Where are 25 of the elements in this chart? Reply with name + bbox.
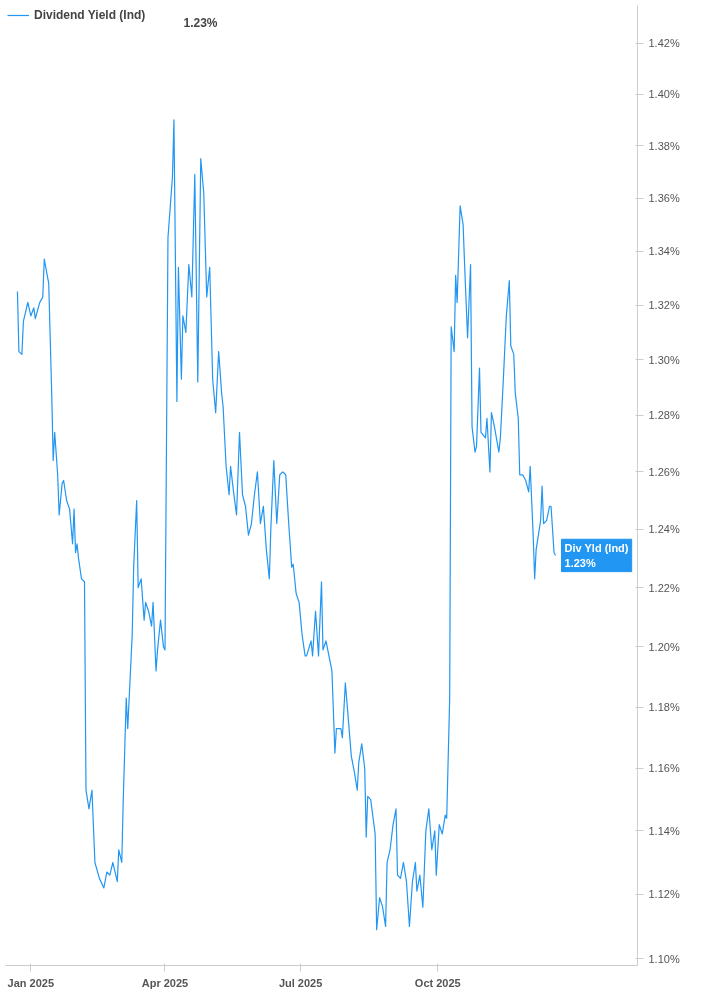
y-tick-label: 1.42% [648, 37, 680, 50]
y-tick-label: 1.16% [648, 762, 680, 775]
annotation: 1.23% [183, 15, 218, 30]
x-tick-label: Oct 2025 [414, 976, 461, 989]
x-tick-label: Apr 2025 [141, 976, 189, 989]
line-series [16, 119, 557, 931]
y-tick-label: 1.12% [648, 888, 680, 901]
y-tick-label: 1.10% [648, 952, 680, 965]
y-tick-label: 1.30% [648, 353, 680, 366]
y-tick-label: 1.40% [648, 88, 680, 101]
y-tick-label: 1.24% [648, 523, 680, 536]
y-tick-label: 1.38% [648, 139, 680, 152]
y-tick-label: 1.34% [648, 245, 680, 258]
y-tick-label: 1.32% [648, 299, 680, 312]
y-tick-label: 1.18% [648, 701, 680, 714]
y-tick-label: 1.20% [648, 640, 680, 653]
x-tick-label: Jan 2025 [7, 976, 55, 989]
y-tick-label: 1.14% [648, 824, 680, 837]
y-tick-label: 1.36% [648, 192, 680, 205]
x-tick-label: Jul 2025 [278, 976, 323, 989]
y-tick-label: 1.28% [648, 409, 680, 422]
annotation: Div Yld (Ind) 1.23% [564, 542, 629, 569]
y-tick-label: 1.26% [648, 465, 680, 478]
y-tick-label: 1.22% [648, 581, 680, 594]
legend-label: Dividend Yield (Ind) [34, 8, 146, 22]
